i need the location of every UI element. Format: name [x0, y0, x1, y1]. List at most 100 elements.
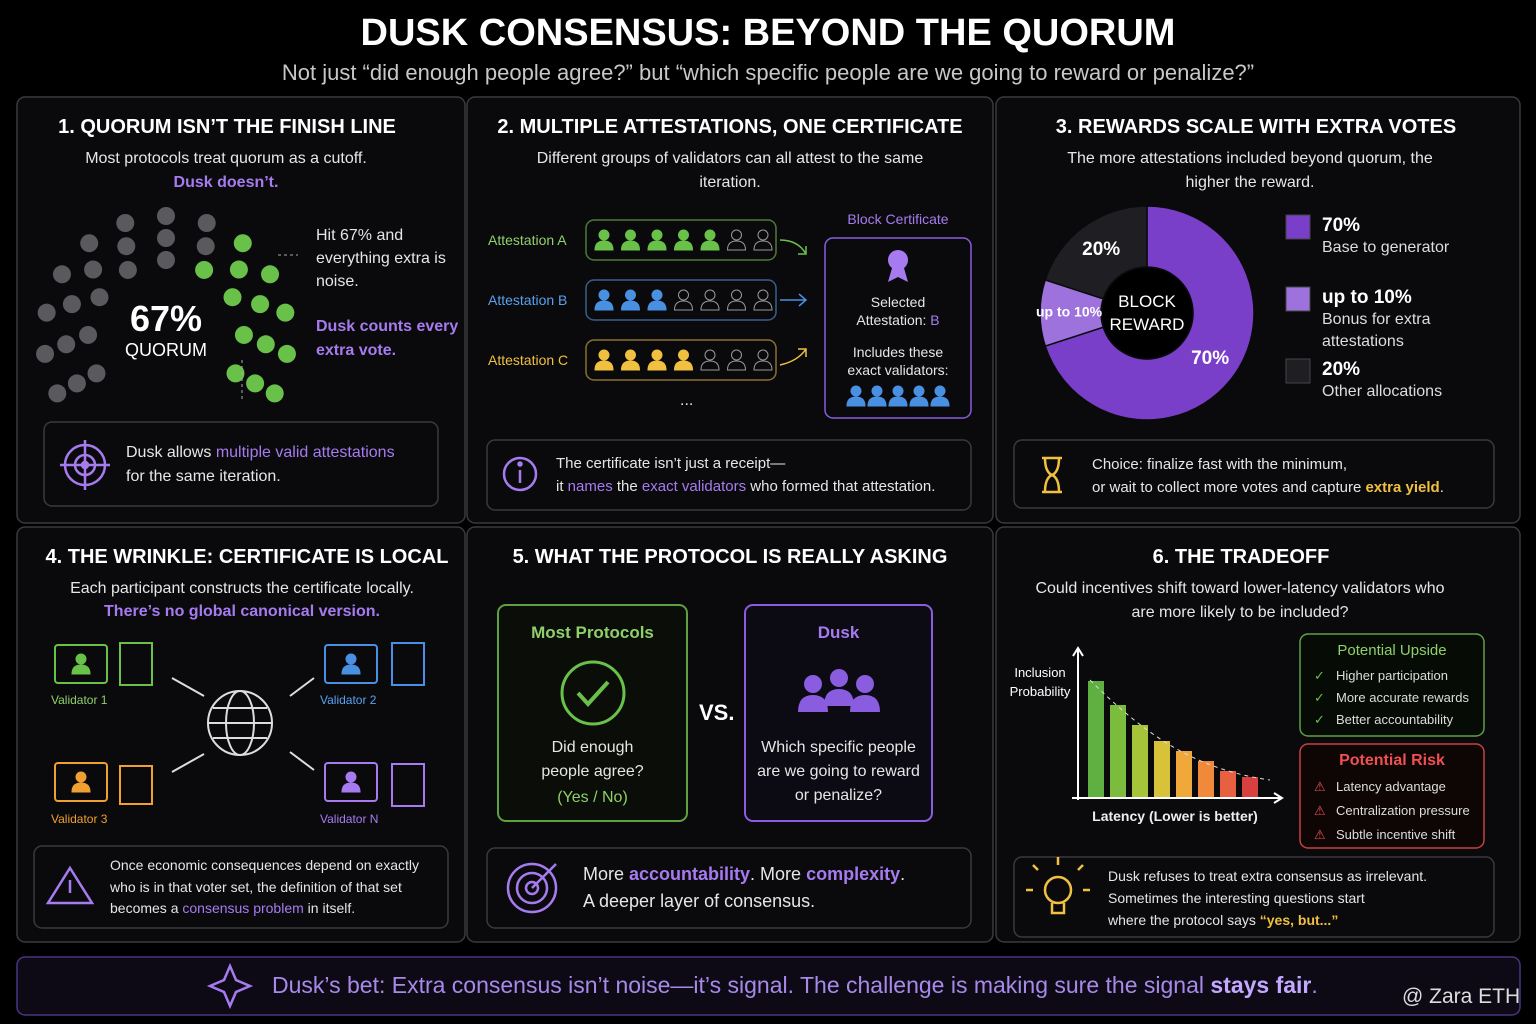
person-icon	[345, 771, 357, 783]
text: consensus problem	[182, 900, 304, 916]
validator-label: Validator 1	[51, 693, 108, 707]
gauge-dot	[276, 303, 295, 322]
person-icon	[625, 349, 636, 361]
person-icon	[651, 349, 663, 361]
intro: Most protocols treat quorum as a cutoff.	[85, 150, 367, 167]
person-icon	[850, 695, 880, 712]
person-icon	[930, 396, 950, 407]
text: exact validators	[641, 478, 747, 495]
gauge-label: QUORUM	[125, 340, 207, 360]
certificate-title: Block Certificate	[847, 211, 949, 227]
box-question: Which specific people are we going to re…	[757, 739, 920, 804]
person-icon	[850, 385, 862, 397]
attestation-label: Attestation A	[488, 232, 567, 248]
legend-label: Base to generator	[1322, 239, 1450, 256]
list-item: Higher participation	[1336, 668, 1449, 683]
text: The certificate isn’t just a receipt—	[556, 455, 786, 472]
person-icon	[731, 289, 742, 301]
text: Choice: finalize fast with the minimum,	[1092, 456, 1348, 473]
illustration-bar	[1176, 751, 1192, 797]
donut-hole	[1102, 268, 1192, 358]
gauge-dot	[226, 364, 245, 383]
person-icon	[856, 675, 874, 693]
person-icon	[888, 396, 908, 407]
person-icon	[934, 385, 946, 397]
page-title: DUSK CONSENSUS: BEYOND THE QUORUM	[360, 12, 1176, 54]
person-icon	[678, 349, 689, 361]
text: A deeper layer of consensus.	[583, 891, 816, 911]
illustration-bar	[1154, 741, 1170, 797]
intro: The more attestations included beyond qu…	[1067, 150, 1433, 191]
text: Dusk’s bet: Extra consensus isn’t noise—…	[272, 972, 1211, 998]
text: stays fair	[1210, 972, 1312, 998]
gauge-dot	[117, 237, 136, 256]
person-icon	[731, 349, 742, 361]
gauge-dot	[157, 251, 175, 269]
person-icon	[345, 653, 357, 665]
person-icon	[753, 300, 773, 311]
gauge-dot	[80, 234, 99, 253]
panel-heading: 4. THE WRINKLE: CERTIFICATE IS LOCAL	[45, 546, 449, 568]
person-icon	[704, 229, 716, 241]
box-question: Did enough people agree?	[541, 739, 644, 780]
gauge-dot	[233, 234, 252, 253]
gauge-dot	[87, 364, 106, 383]
legend-swatch	[1285, 358, 1311, 384]
person-icon	[647, 240, 667, 251]
person-icon	[673, 360, 694, 371]
gauge-dot	[57, 335, 76, 354]
text: B	[930, 312, 940, 328]
text: for the same iteration.	[126, 468, 281, 485]
list-item: Better accountability	[1336, 712, 1454, 727]
y-axis-label: Inclusion Probability	[1009, 665, 1071, 699]
attestation-label: Attestation C	[488, 352, 569, 368]
text: Dusk allows	[126, 444, 216, 461]
gauge-dot	[48, 384, 67, 403]
person-icon	[867, 396, 887, 407]
bullet-icon: ⚠	[1314, 803, 1326, 818]
person-icon	[726, 360, 747, 371]
bullet-icon: ⚠	[1314, 827, 1326, 842]
callout-text: Dusk allows multiple valid attestations f…	[126, 441, 431, 489]
person-icon	[892, 385, 904, 397]
legend-swatch	[1285, 286, 1311, 312]
panel-heading: 1. QUORUM ISN’T THE FINISH LINE	[58, 116, 396, 138]
callout-text: The certificate isn’t just a receipt— it …	[556, 452, 966, 498]
highlight: There’s no global canonical version.	[104, 603, 380, 620]
gauge-dot	[84, 260, 103, 279]
gauge-dot	[118, 260, 137, 279]
person-icon	[625, 229, 636, 241]
text: who formed that attestation.	[746, 478, 936, 495]
box-title: Dusk	[817, 623, 860, 642]
slice-label: up to 10%	[1036, 304, 1103, 320]
person-icon	[700, 360, 720, 371]
panel-heading: 5. WHAT THE PROTOCOL IS REALLY ASKING	[512, 546, 948, 568]
gauge-dot	[196, 237, 215, 256]
gauge-dot	[261, 265, 280, 284]
gauge-dot	[195, 260, 214, 279]
bullet-icon: ✓	[1314, 668, 1325, 683]
intro: Could incentives shift toward lower-late…	[1035, 580, 1445, 621]
certificate-selected: Selected Attestation: B	[840, 293, 956, 329]
highlight: Dusk doesn’t.	[173, 174, 279, 191]
gauge-dot	[90, 288, 109, 307]
illustration-bar	[1132, 725, 1148, 797]
text: More	[583, 864, 630, 884]
donut-slice	[1044, 205, 1148, 300]
text: .	[1311, 972, 1318, 998]
illustration-bar	[1220, 771, 1236, 797]
text: accountability	[629, 864, 751, 884]
person-icon	[598, 349, 610, 361]
person-icon	[804, 675, 822, 693]
person-icon	[594, 240, 614, 251]
person-icon	[700, 300, 720, 311]
legend-value: 20%	[1322, 359, 1360, 380]
legend-value: up to 10%	[1322, 287, 1412, 308]
gauge-dot	[116, 213, 135, 232]
illustration-bar	[1242, 777, 1258, 797]
text: it	[556, 478, 568, 495]
ellipsis: ...	[680, 392, 694, 409]
text: extra yield	[1365, 479, 1440, 496]
gauge-dot	[251, 295, 270, 314]
